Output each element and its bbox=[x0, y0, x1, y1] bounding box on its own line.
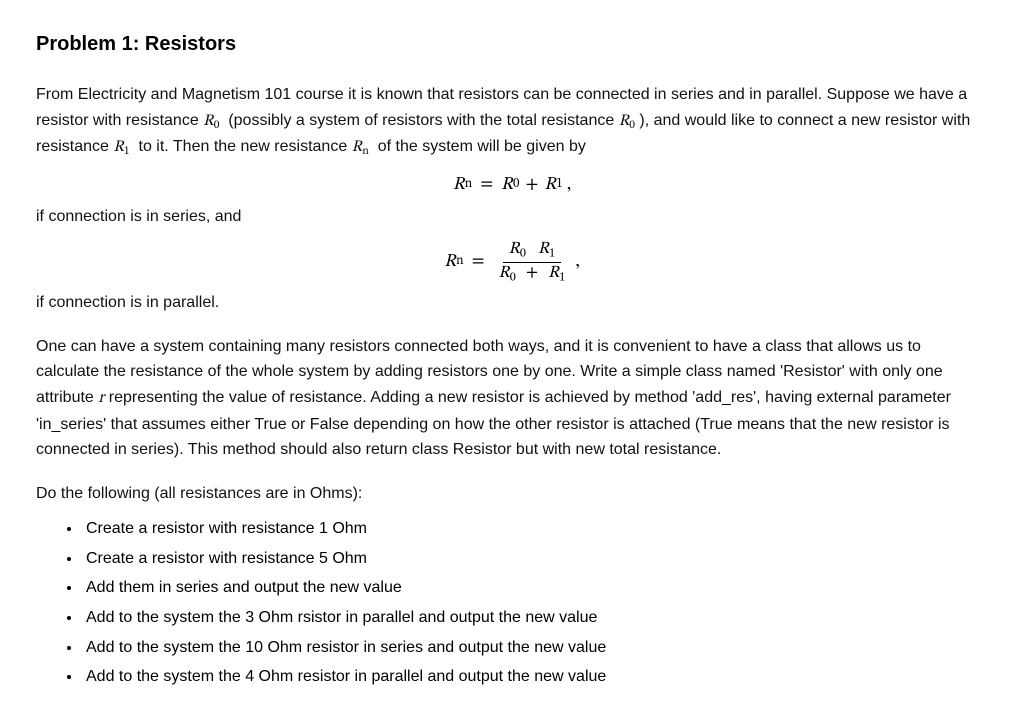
list-item: Add to the system the 3 Ohm rsistor in p… bbox=[82, 605, 988, 631]
list-item: Add to the system the 10 Ohm resistor in… bbox=[82, 635, 988, 661]
text-run: (possibly a system of resistors with the… bbox=[228, 112, 618, 129]
math-var-R0: R0 bbox=[203, 113, 219, 129]
instruction-header: Do the following (all resistances are in… bbox=[36, 481, 988, 507]
math-var-R1: R1 bbox=[113, 139, 129, 155]
page-title: Problem 1: Resistors bbox=[36, 28, 988, 60]
list-item: Add to the system the 4 Ohm resistor in … bbox=[82, 664, 988, 690]
equation-parallel: Rn = R0 R1 R0 + R1 , bbox=[36, 239, 988, 286]
math-var-R0: R0 bbox=[619, 113, 635, 129]
text-run: to it. Then the new resistance bbox=[139, 138, 352, 155]
list-item: Create a resistor with resistance 5 Ohm bbox=[82, 546, 988, 572]
paragraph-parallel-tag: if connection is in parallel. bbox=[36, 290, 988, 316]
list-item: Create a resistor with resistance 1 Ohm bbox=[82, 516, 988, 542]
equation-series: Rn = R0 + R1 , bbox=[36, 171, 988, 200]
steps-list: Create a resistor with resistance 1 Ohm … bbox=[36, 516, 988, 690]
text-run: of the system will be given by bbox=[378, 138, 586, 155]
list-item: Add them in series and output the new va… bbox=[82, 575, 988, 601]
paragraph-body: One can have a system containing many re… bbox=[36, 334, 988, 463]
paragraph-series-tag: if connection is in series, and bbox=[36, 204, 988, 230]
text-run: representing the value of resistance. Ad… bbox=[36, 389, 951, 458]
math-var-Rn: Rn bbox=[352, 139, 369, 155]
fraction: R0 R1 R0 + R1 bbox=[493, 239, 572, 286]
paragraph-intro: From Electricity and Magnetism 101 cours… bbox=[36, 82, 988, 161]
